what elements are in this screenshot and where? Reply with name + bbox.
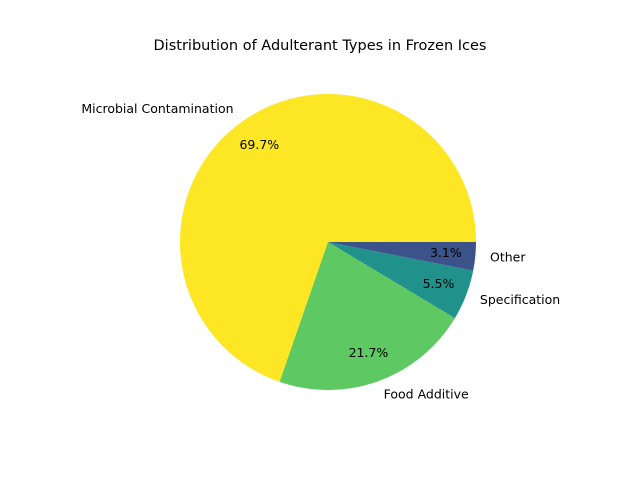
slice-percent-label: 21.7% (349, 345, 389, 360)
pie-slice-food-additive (279, 242, 455, 390)
pie-slice-other (328, 242, 476, 271)
pie-slice-specification (328, 242, 474, 319)
slice-label: Microbial Contamination (81, 101, 233, 116)
pie-labels: Microbial Contamination 69.7% Food Additiv… (81, 101, 560, 402)
slice-percent-label: 5.5% (423, 276, 455, 291)
pie-slices (180, 94, 477, 390)
slice-percent-label: 3.1% (430, 245, 462, 260)
slice-label: Other (490, 249, 526, 264)
chart-title: Distribution of Adulterant Types in Froz… (154, 38, 487, 54)
slice-label: Food Additive (384, 387, 469, 402)
slice-percent-label: 69.7% (239, 137, 279, 152)
pie-slice-microbial-contamination (180, 94, 477, 382)
slice-label: Specification (480, 292, 560, 307)
